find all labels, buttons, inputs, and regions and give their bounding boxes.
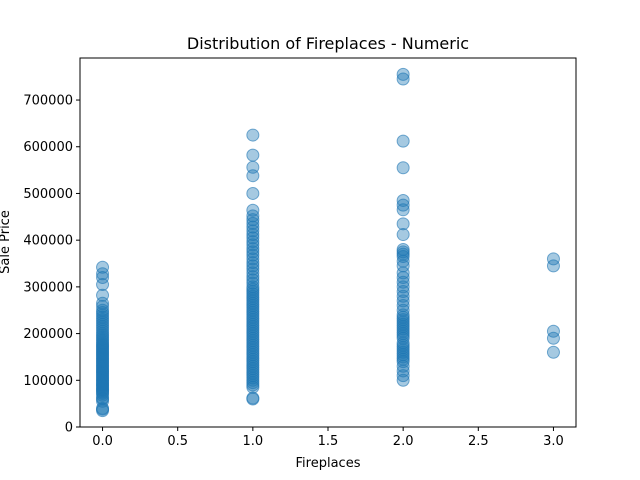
scatter-point: [546, 345, 560, 359]
y-tick-label: 400000: [23, 234, 73, 249]
y-tick-label: 300000: [23, 280, 73, 295]
scatter-point: [396, 228, 410, 242]
scatter-point: [246, 216, 260, 230]
scatter-point: [246, 186, 260, 200]
points-layer: [96, 67, 560, 418]
scatter-point: [396, 217, 410, 231]
scatter-point: [246, 238, 260, 252]
scatter-point: [396, 243, 410, 257]
scatter-point: [396, 285, 410, 299]
scatter-point: [96, 288, 110, 302]
scatter-point: [396, 294, 410, 308]
x-tick-label: 0.5: [167, 434, 188, 449]
scatter-point: [396, 193, 410, 207]
scatter-point: [246, 203, 260, 217]
scatter-point: [396, 303, 410, 317]
y-tick-label: 100000: [23, 374, 73, 389]
scatter-point: [96, 299, 110, 313]
x-tick-label: 1.5: [318, 434, 339, 449]
y-tick-label: 0: [65, 421, 73, 436]
scatter-point: [396, 275, 410, 289]
scatter-point: [246, 242, 260, 256]
scatter-point: [246, 224, 260, 238]
scatter-point: [246, 160, 260, 174]
x-tick-label: 2.0: [393, 434, 414, 449]
scatter-point: [246, 245, 260, 259]
scatter-point: [396, 134, 410, 148]
scatter-point: [246, 391, 260, 405]
y-axis-title: Sale Price: [0, 210, 13, 274]
scatter-point: [546, 331, 560, 345]
scatter-point: [246, 213, 260, 227]
scatter-point: [396, 289, 410, 303]
scatter-point: [546, 252, 560, 266]
scatter-point: [96, 401, 110, 415]
x-tick-label: 0.0: [92, 434, 113, 449]
scatter-point: [246, 270, 260, 284]
scatter-point: [246, 262, 260, 276]
scatter-point: [246, 276, 260, 290]
scatter-point: [396, 299, 410, 313]
scatter-point: [396, 161, 410, 175]
scatter-point: [396, 308, 410, 322]
scatter-point: [246, 252, 260, 266]
scatter-point: [246, 128, 260, 142]
scatter-point: [246, 273, 260, 287]
scatter-point: [96, 267, 110, 281]
x-tick-label: 2.5: [468, 434, 489, 449]
scatter-point: [246, 228, 260, 242]
y-tick-label: 500000: [23, 187, 73, 202]
x-tick-label: 1.0: [243, 434, 264, 449]
scatter-point: [96, 271, 110, 285]
scatter-point: [246, 220, 260, 234]
scatter-point: [246, 148, 260, 162]
scatter-point: [246, 235, 260, 249]
x-tick-label: 3.0: [543, 434, 564, 449]
y-tick-label: 700000: [23, 94, 73, 109]
x-axis: 0.0 0.5 1.0 1.5 2.0 2.5 3.0: [92, 427, 564, 449]
y-tick-label: 200000: [23, 327, 73, 342]
scatter-point: [246, 280, 260, 294]
scatter-point: [396, 373, 410, 387]
scatter-point: [246, 259, 260, 273]
scatter-point: [396, 198, 410, 212]
chart-title: Distribution of Fireplaces - Numeric: [187, 34, 469, 53]
scatter-point: [546, 259, 560, 273]
y-axis: 0 100000 200000 300000 400000 500000 600000 700…: [23, 94, 80, 436]
scatter-point: [246, 248, 260, 262]
scatter-point: [96, 278, 110, 292]
scatter-point: [396, 67, 410, 81]
scatter-point: [396, 369, 410, 383]
scatter-point: [96, 260, 110, 274]
scatter-point: [246, 256, 260, 270]
y-tick-label: 600000: [23, 140, 73, 155]
scatter-point: [396, 72, 410, 86]
scatter-point: [546, 324, 560, 338]
scatter-point: [396, 280, 410, 294]
scatter-point: [246, 231, 260, 245]
scatter-point: [96, 303, 110, 317]
x-axis-title: Fireplaces: [296, 456, 361, 471]
scatter-point: [396, 203, 410, 217]
scatter-point: [246, 266, 260, 280]
plot-frame: [79, 57, 577, 428]
